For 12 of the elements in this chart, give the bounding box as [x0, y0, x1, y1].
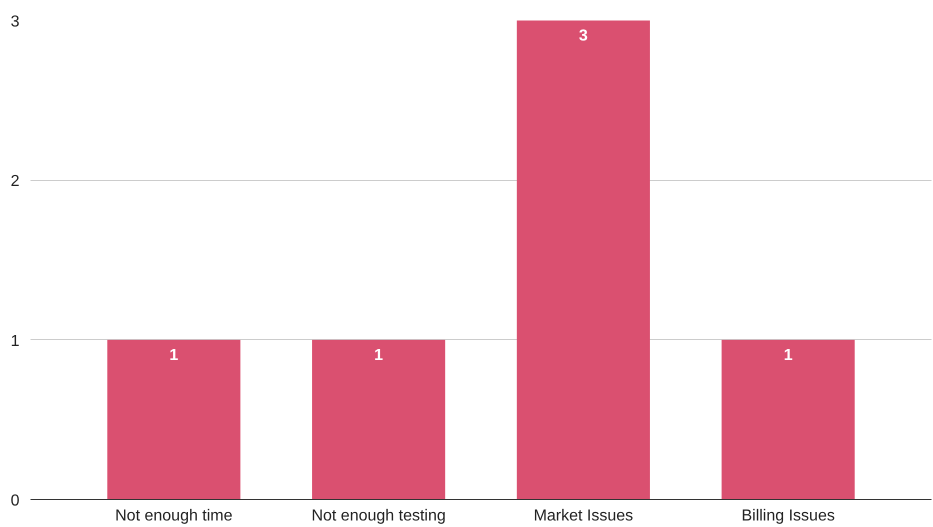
y-tick-label: 0 — [10, 492, 20, 510]
x-tick-label: Not enough time — [115, 508, 233, 524]
data-label: 1 — [784, 346, 793, 364]
y-tick-label: 2 — [10, 173, 20, 190]
x-tick-label: Market Issues — [534, 508, 634, 524]
data-label: 1 — [374, 346, 384, 364]
data-label: 1 — [169, 346, 178, 364]
y-tick-label: 1 — [10, 332, 20, 350]
y-tick-label: 3 — [10, 14, 20, 30]
x-tick-label: Billing Issues — [741, 508, 835, 524]
data-label: 3 — [578, 28, 588, 44]
x-tick-label: Not enough testing — [311, 508, 446, 524]
